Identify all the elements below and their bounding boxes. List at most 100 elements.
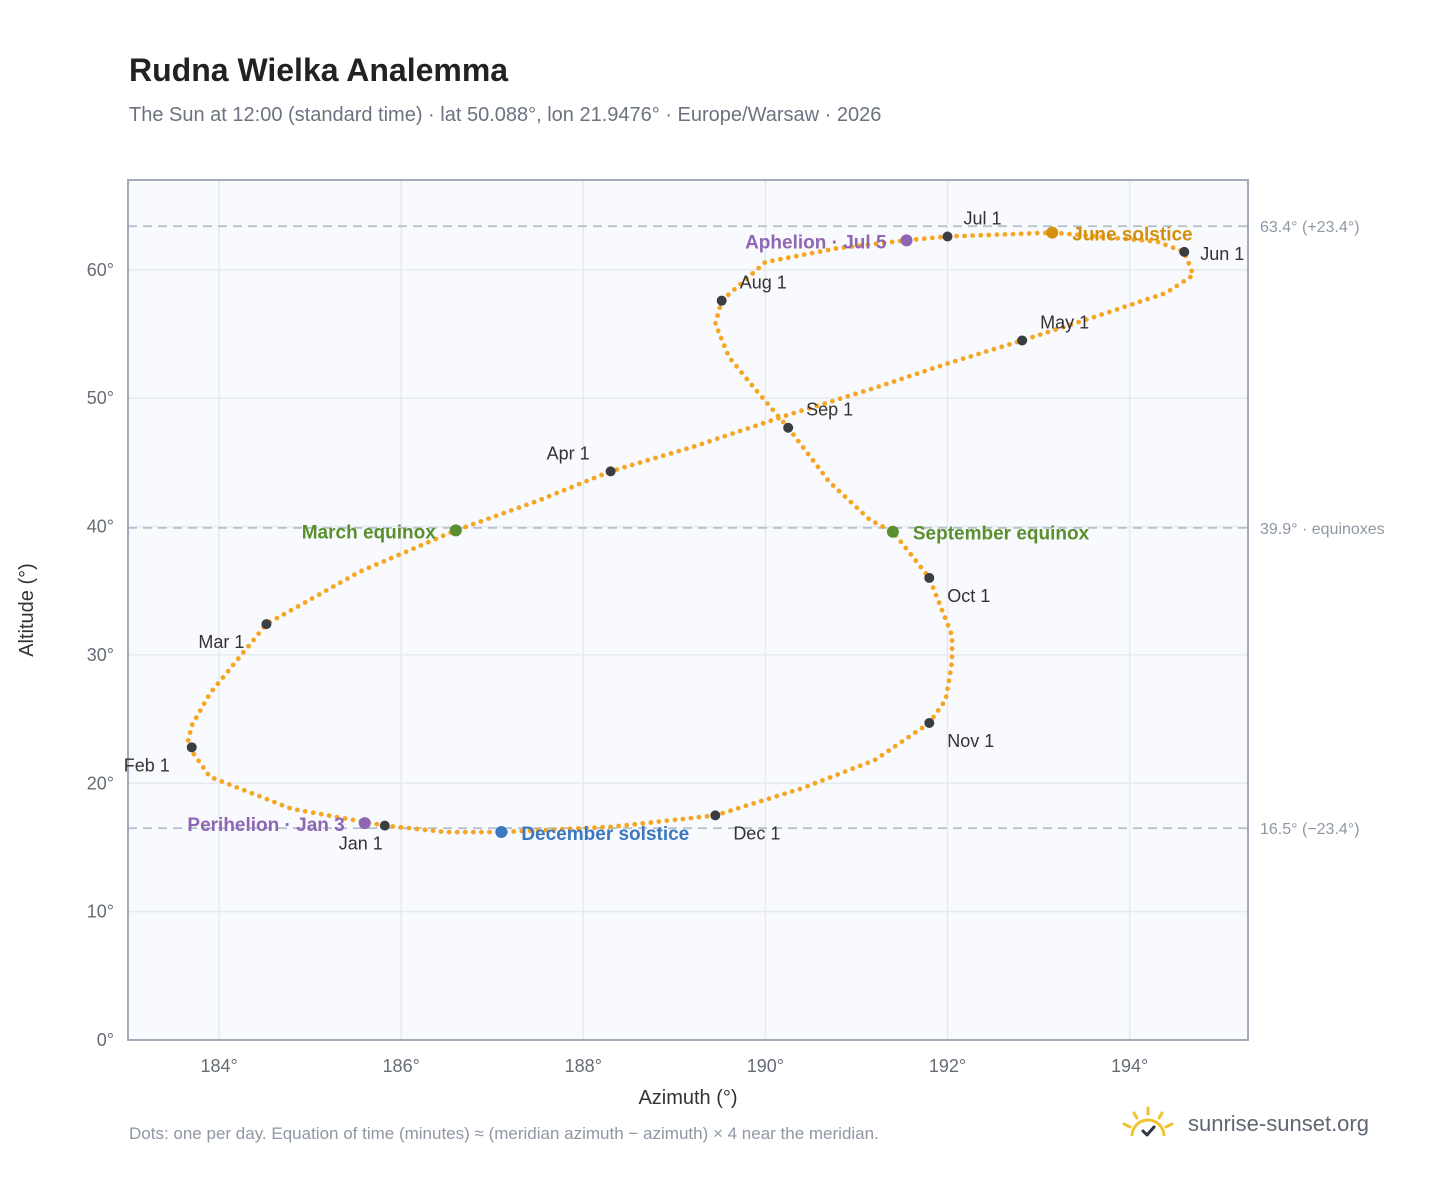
day-point [825, 477, 830, 483]
day-point [906, 734, 911, 740]
month-marker[interactable] [924, 572, 935, 583]
day-point [812, 780, 818, 786]
day-point [398, 824, 404, 830]
day-point [561, 487, 567, 493]
event-marker[interactable] [449, 524, 462, 537]
day-point [462, 829, 468, 835]
event-marker[interactable] [1046, 226, 1059, 239]
day-point [337, 580, 343, 586]
day-point [830, 398, 835, 404]
event-marker[interactable] [495, 826, 508, 839]
x-tick-label: 184° [200, 1056, 237, 1076]
day-point [782, 791, 787, 797]
event-label: December solstice [521, 824, 689, 845]
month-marker[interactable] [186, 742, 197, 753]
day-point [584, 825, 589, 831]
month-marker[interactable] [1017, 335, 1028, 346]
day-point [406, 825, 412, 831]
y-tick-label: 30° [87, 645, 114, 665]
day-point [921, 236, 927, 242]
day-point [470, 521, 476, 527]
day-point [672, 817, 678, 823]
day-point [789, 789, 795, 794]
month-marker[interactable] [783, 422, 794, 433]
day-point [281, 611, 287, 617]
day-point [805, 783, 810, 789]
event-label: March equinox [302, 522, 437, 543]
day-point [201, 701, 207, 706]
event-marker[interactable] [358, 817, 371, 830]
day-point [945, 622, 951, 628]
day-point [986, 232, 992, 238]
brand-logo[interactable]: sunrise-sunset.org [1120, 1102, 1369, 1146]
day-point [793, 253, 799, 259]
day-point [940, 701, 946, 707]
day-point [345, 576, 350, 582]
day-point [438, 829, 444, 834]
month-marker[interactable] [710, 810, 721, 821]
day-point [323, 588, 329, 593]
y-tick-label: 0° [97, 1030, 114, 1050]
day-point [600, 824, 605, 830]
day-point [913, 237, 919, 242]
day-point [1131, 237, 1137, 243]
day-point [880, 524, 885, 529]
day-point [1115, 235, 1121, 241]
day-point [302, 600, 308, 605]
day-point [1068, 322, 1074, 327]
y-tick-label: 60° [87, 260, 114, 280]
day-point [251, 637, 256, 643]
day-point [743, 803, 749, 809]
day-point [519, 828, 525, 834]
day-point [850, 766, 856, 772]
day-point [196, 758, 202, 764]
day-point [688, 815, 694, 821]
day-point [418, 543, 424, 548]
day-point [754, 388, 760, 394]
day-point [1107, 235, 1113, 241]
analemma-path [185, 230, 1195, 835]
day-point [873, 520, 878, 526]
day-point [211, 776, 217, 781]
day-point [1010, 231, 1016, 237]
day-point [715, 328, 721, 334]
day-point [949, 638, 955, 643]
month-marker[interactable] [942, 231, 953, 242]
day-point [937, 363, 943, 369]
day-point [827, 775, 833, 780]
chart-subtitle: The Sun at 12:00 (standard time) · lat 5… [129, 104, 882, 126]
day-point [1083, 233, 1088, 238]
day-point [1099, 234, 1105, 240]
day-point [994, 232, 1000, 238]
day-point [302, 809, 308, 814]
day-point [1076, 319, 1081, 325]
day-point [704, 813, 710, 819]
x-tick-label: 188° [565, 1056, 602, 1076]
day-point [947, 670, 953, 676]
y-tick-label: 50° [87, 388, 114, 408]
day-point [825, 247, 831, 253]
day-point [751, 801, 756, 806]
day-point [637, 460, 643, 465]
day-point [200, 765, 206, 770]
day-point [318, 811, 324, 817]
day-point [919, 725, 925, 731]
day-point [881, 240, 887, 246]
day-point [976, 351, 981, 357]
month-marker[interactable] [379, 820, 390, 831]
y-axis-label: Altitude (°) [16, 563, 38, 657]
month-marker[interactable] [261, 619, 272, 630]
day-point [653, 455, 658, 461]
month-marker[interactable] [924, 717, 935, 728]
event-marker[interactable] [886, 525, 899, 538]
month-marker[interactable] [1179, 246, 1190, 257]
day-point [559, 826, 565, 832]
day-point [1155, 239, 1161, 245]
day-point [879, 752, 885, 758]
month-marker[interactable] [605, 466, 616, 477]
month-marker-label: Apr 1 [547, 443, 590, 463]
day-point [330, 584, 336, 589]
month-marker[interactable] [716, 295, 727, 306]
day-point [1160, 291, 1166, 297]
event-marker[interactable] [900, 234, 913, 247]
